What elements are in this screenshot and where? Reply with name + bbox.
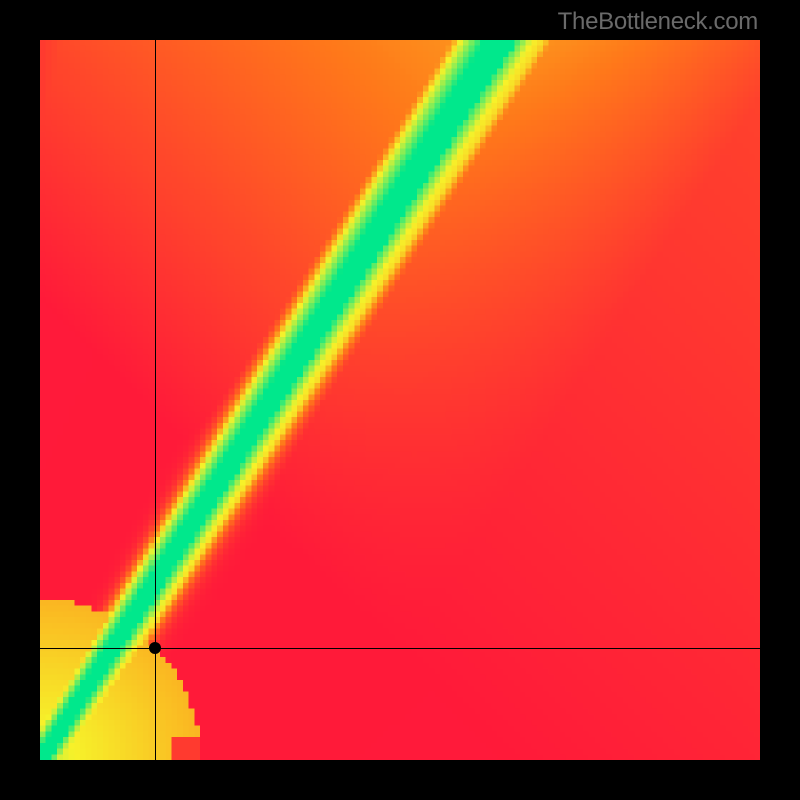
bottleneck-heatmap (40, 40, 760, 760)
crosshair-horizontal (40, 648, 760, 649)
selection-marker (149, 642, 161, 654)
plot-area (40, 40, 760, 760)
attribution-text: TheBottleneck.com (558, 8, 758, 36)
chart-container: TheBottleneck.com (0, 0, 800, 800)
